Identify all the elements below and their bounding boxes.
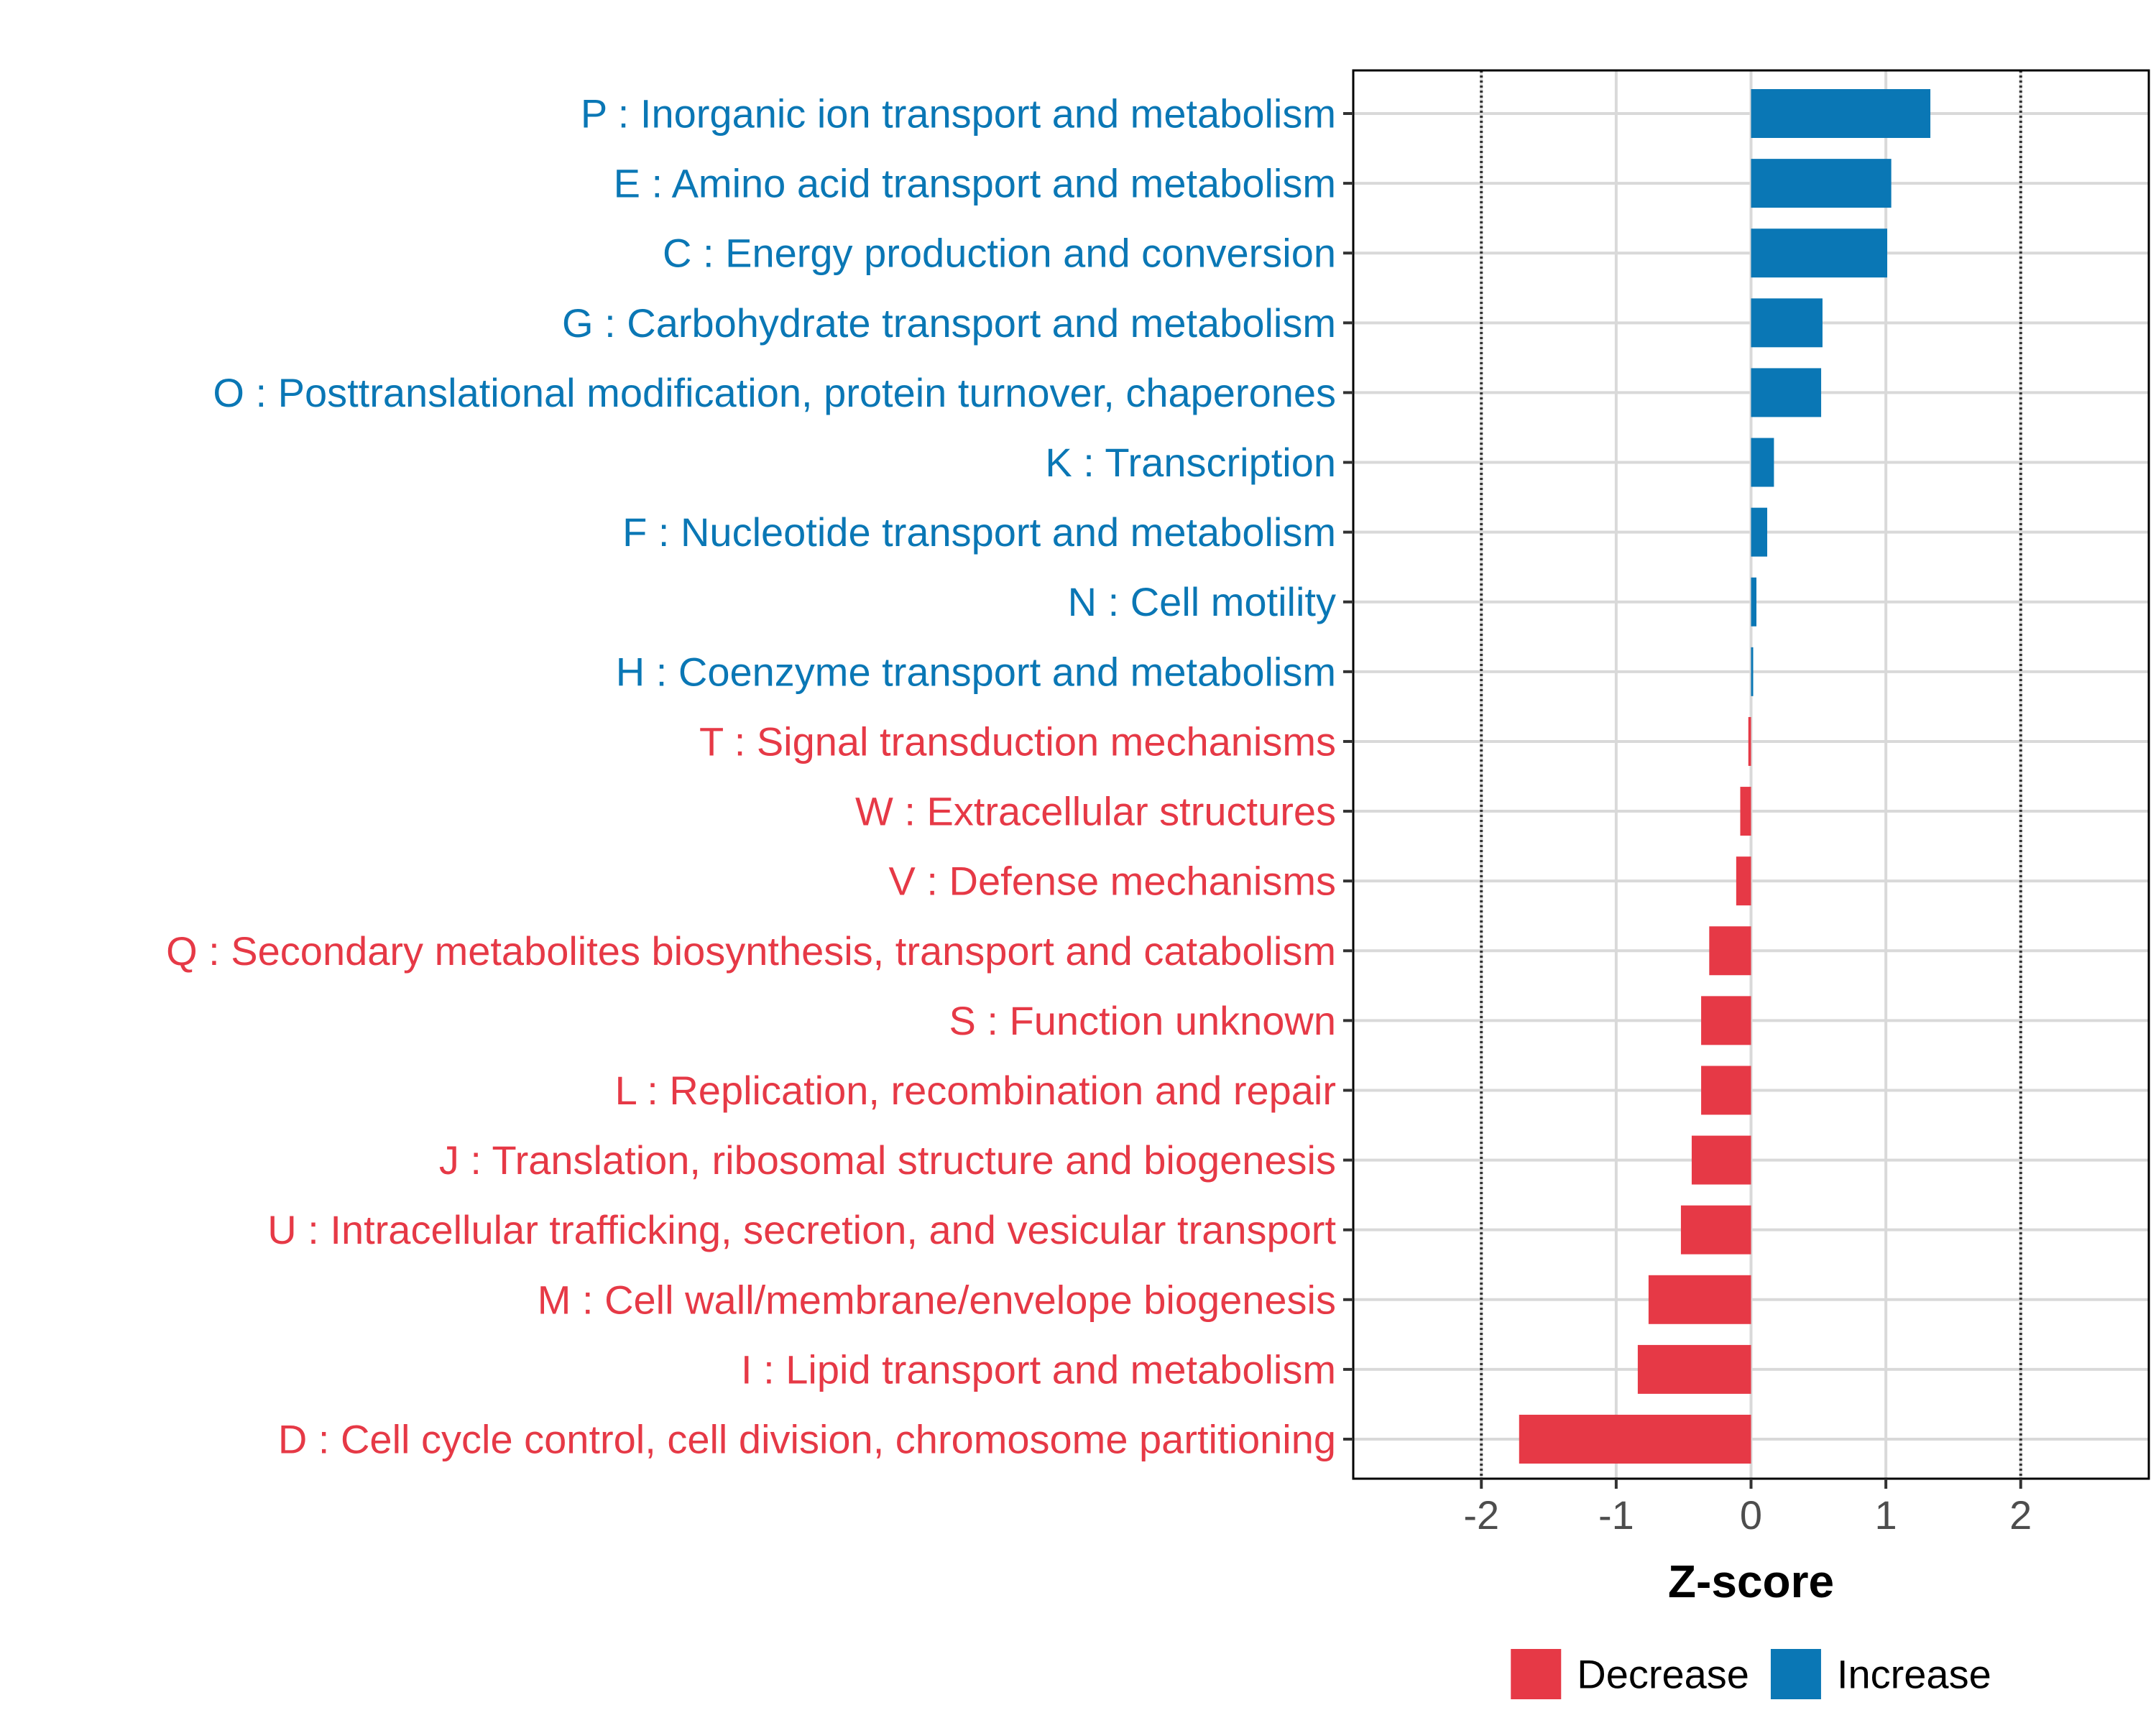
legend-swatch	[1511, 1649, 1562, 1699]
category-label: L : Replication, recombination and repai…	[615, 1068, 1336, 1113]
bar	[1751, 298, 1823, 348]
category-label: V : Defense mechanisms	[889, 859, 1336, 904]
category-label: I : Lipid transport and metabolism	[741, 1346, 1336, 1392]
bar	[1648, 1275, 1751, 1324]
x-tick-label: 0	[1740, 1492, 1762, 1538]
category-label: T : Signal transduction mechanisms	[699, 719, 1336, 764]
y-axis-tick-labels: P : Inorganic ion transport and metaboli…	[166, 91, 1336, 1462]
category-label: W : Extracellular structures	[855, 789, 1336, 834]
bar	[1736, 856, 1751, 906]
bar	[1680, 1205, 1751, 1255]
category-label: N : Cell motility	[1068, 579, 1336, 624]
bar	[1637, 1344, 1751, 1394]
legend-swatch	[1770, 1649, 1821, 1699]
category-label: C : Energy production and conversion	[663, 231, 1336, 276]
bar	[1751, 438, 1774, 487]
x-axis-ticks: -2 -1 0 1 2	[1463, 1479, 2032, 1538]
category-label: J : Translation, ribosomal structure and…	[439, 1137, 1336, 1183]
bar	[1751, 159, 1892, 208]
y-axis-ticks	[1343, 112, 1353, 1441]
bar	[1701, 996, 1751, 1045]
bar	[1751, 577, 1757, 627]
category-label: U : Intracellular trafficking, secretion…	[267, 1207, 1336, 1252]
legend-label: Increase	[1837, 1652, 1991, 1697]
x-tick-label: 1	[1875, 1492, 1897, 1538]
bar	[1751, 368, 1822, 417]
x-axis-title: Z-score	[1668, 1556, 1834, 1607]
bar	[1751, 507, 1768, 557]
bar	[1748, 716, 1751, 766]
legend-label: Decrease	[1577, 1652, 1749, 1697]
category-label: E : Amino acid transport and metabolism	[614, 161, 1336, 206]
category-label: K : Transcription	[1045, 440, 1336, 485]
category-label: H : Coenzyme transport and metabolism	[616, 649, 1336, 694]
category-label: O : Posttranslational modification, prot…	[213, 370, 1336, 415]
x-tick-label: 2	[2009, 1492, 2032, 1538]
category-label: Q : Secondary metabolites biosynthesis, …	[166, 928, 1336, 974]
bar	[1751, 647, 1754, 696]
x-tick-label: -2	[1463, 1492, 1499, 1538]
category-label: G : Carbohydrate transport and metabolis…	[562, 300, 1336, 346]
reference-lines	[1480, 70, 2022, 1479]
bar	[1751, 89, 1931, 138]
bar	[1740, 787, 1751, 836]
bar	[1519, 1415, 1751, 1464]
legend: Decrease Increase	[1511, 1649, 1991, 1699]
bar	[1691, 1135, 1751, 1185]
category-label: F : Nucleotide transport and metabolism	[622, 509, 1336, 555]
category-label: P : Inorganic ion transport and metaboli…	[581, 91, 1336, 137]
x-tick-label: -1	[1598, 1492, 1634, 1538]
category-label: D : Cell cycle control, cell division, c…	[278, 1417, 1336, 1462]
bar	[1751, 228, 1888, 278]
bar	[1701, 1066, 1751, 1115]
bars	[1519, 89, 1931, 1464]
category-label: M : Cell wall/membrane/envelope biogenes…	[538, 1277, 1336, 1322]
bar	[1709, 926, 1751, 976]
category-label: S : Function unknown	[949, 998, 1336, 1043]
